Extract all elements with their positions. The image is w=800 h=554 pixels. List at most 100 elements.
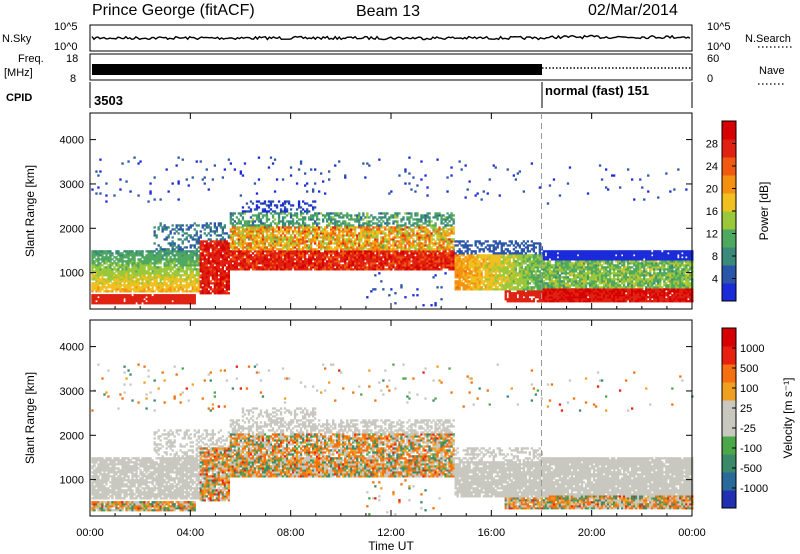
echo-cell xyxy=(141,298,144,301)
echo-cell xyxy=(366,262,369,265)
echo-cell xyxy=(199,290,202,293)
echo-cell xyxy=(410,264,413,267)
echo-cell xyxy=(111,294,114,297)
echo-cell xyxy=(157,294,160,297)
echo-cell xyxy=(169,284,172,287)
echo-cell xyxy=(121,280,124,283)
echo-cell xyxy=(354,228,357,231)
echo-cell xyxy=(173,264,176,267)
echo-cell xyxy=(217,252,221,255)
echo-cell xyxy=(482,276,485,279)
echo-cell xyxy=(127,262,130,265)
echo-cell xyxy=(257,254,261,257)
echo-cell xyxy=(265,234,269,237)
echo-cell xyxy=(273,246,277,249)
echo-cell xyxy=(450,218,453,221)
echo-cell xyxy=(368,260,371,263)
echo-cell xyxy=(332,212,335,215)
echo-cell xyxy=(215,266,219,269)
echo-cell xyxy=(420,254,423,257)
echo-cell xyxy=(153,198,156,201)
echo-cell xyxy=(101,258,104,261)
echo-cell xyxy=(281,238,285,241)
echo-cell xyxy=(177,228,180,231)
echo-cell xyxy=(302,226,305,229)
echo-cell xyxy=(404,170,407,173)
echo-cell xyxy=(320,258,323,261)
echo-cell xyxy=(269,264,273,267)
echo-cell xyxy=(324,262,327,265)
echo-cell xyxy=(117,254,120,257)
echo-cell xyxy=(299,230,303,233)
echo-cell xyxy=(310,244,313,247)
echo-cell xyxy=(155,270,158,273)
echo-cell xyxy=(418,260,421,263)
echo-cell xyxy=(255,206,259,209)
echo-cell xyxy=(113,288,116,291)
echo-cell xyxy=(123,296,126,299)
echo-cell xyxy=(312,222,315,225)
echo-cell xyxy=(205,284,208,287)
echo-cell xyxy=(215,264,219,267)
echo-cell xyxy=(131,276,134,279)
echo-cell xyxy=(422,248,425,251)
echo-cell xyxy=(334,258,337,261)
echo-cell xyxy=(352,252,355,255)
echo-cell xyxy=(466,286,469,289)
echo-cell xyxy=(237,226,241,229)
echo-cell xyxy=(255,250,259,253)
echo-cell xyxy=(402,256,405,259)
echo-cell xyxy=(169,302,172,305)
echo-cell xyxy=(314,254,317,257)
echo-cell xyxy=(155,256,158,259)
echo-cell xyxy=(125,270,128,273)
echo-cell xyxy=(328,258,331,261)
echo-cell xyxy=(117,264,120,267)
echo-cell xyxy=(207,242,210,245)
echo-cell xyxy=(127,278,130,281)
echo-cell xyxy=(201,262,204,265)
echo-cell xyxy=(203,288,206,291)
echo-cell xyxy=(189,276,192,279)
echo-cell xyxy=(446,242,449,245)
echo-cell xyxy=(350,226,353,229)
echo-cell xyxy=(326,242,329,245)
echo-cell xyxy=(261,260,265,263)
echo-cell xyxy=(267,266,271,269)
echo-cell xyxy=(189,260,192,263)
echo-cell xyxy=(125,296,128,299)
echo-cell xyxy=(458,288,461,291)
echo-cell xyxy=(328,266,331,269)
echo-cell xyxy=(269,242,273,245)
echo-cell xyxy=(342,248,345,251)
echo-cell xyxy=(416,218,419,221)
echo-cell xyxy=(388,236,391,239)
echo-cell xyxy=(161,256,164,259)
echo-cell xyxy=(396,258,399,261)
echo-cell xyxy=(241,264,245,267)
echo-cell xyxy=(438,256,441,259)
echo-cell xyxy=(322,232,325,235)
echo-cell xyxy=(396,212,399,215)
echo-cell xyxy=(145,254,148,257)
echo-cell xyxy=(422,258,425,261)
echo-cell xyxy=(187,284,190,287)
echo-cell xyxy=(241,254,245,257)
echo-cell xyxy=(139,252,142,255)
echo-cell xyxy=(133,280,136,283)
echo-cell xyxy=(386,218,389,221)
echo-cell xyxy=(366,226,369,229)
echo-cell xyxy=(304,224,307,227)
echo-cell xyxy=(239,230,243,233)
echo-cell xyxy=(177,284,180,287)
echo-cell xyxy=(378,248,381,251)
echo-cell xyxy=(434,216,437,219)
echo-cell xyxy=(488,276,491,279)
echo-cell xyxy=(189,254,192,257)
echo-cell xyxy=(356,220,359,223)
echo-cell xyxy=(378,250,381,253)
echo-cell xyxy=(328,260,331,263)
echo-cell xyxy=(466,278,469,281)
echo-cell xyxy=(249,216,253,219)
echo-cell xyxy=(380,226,383,229)
